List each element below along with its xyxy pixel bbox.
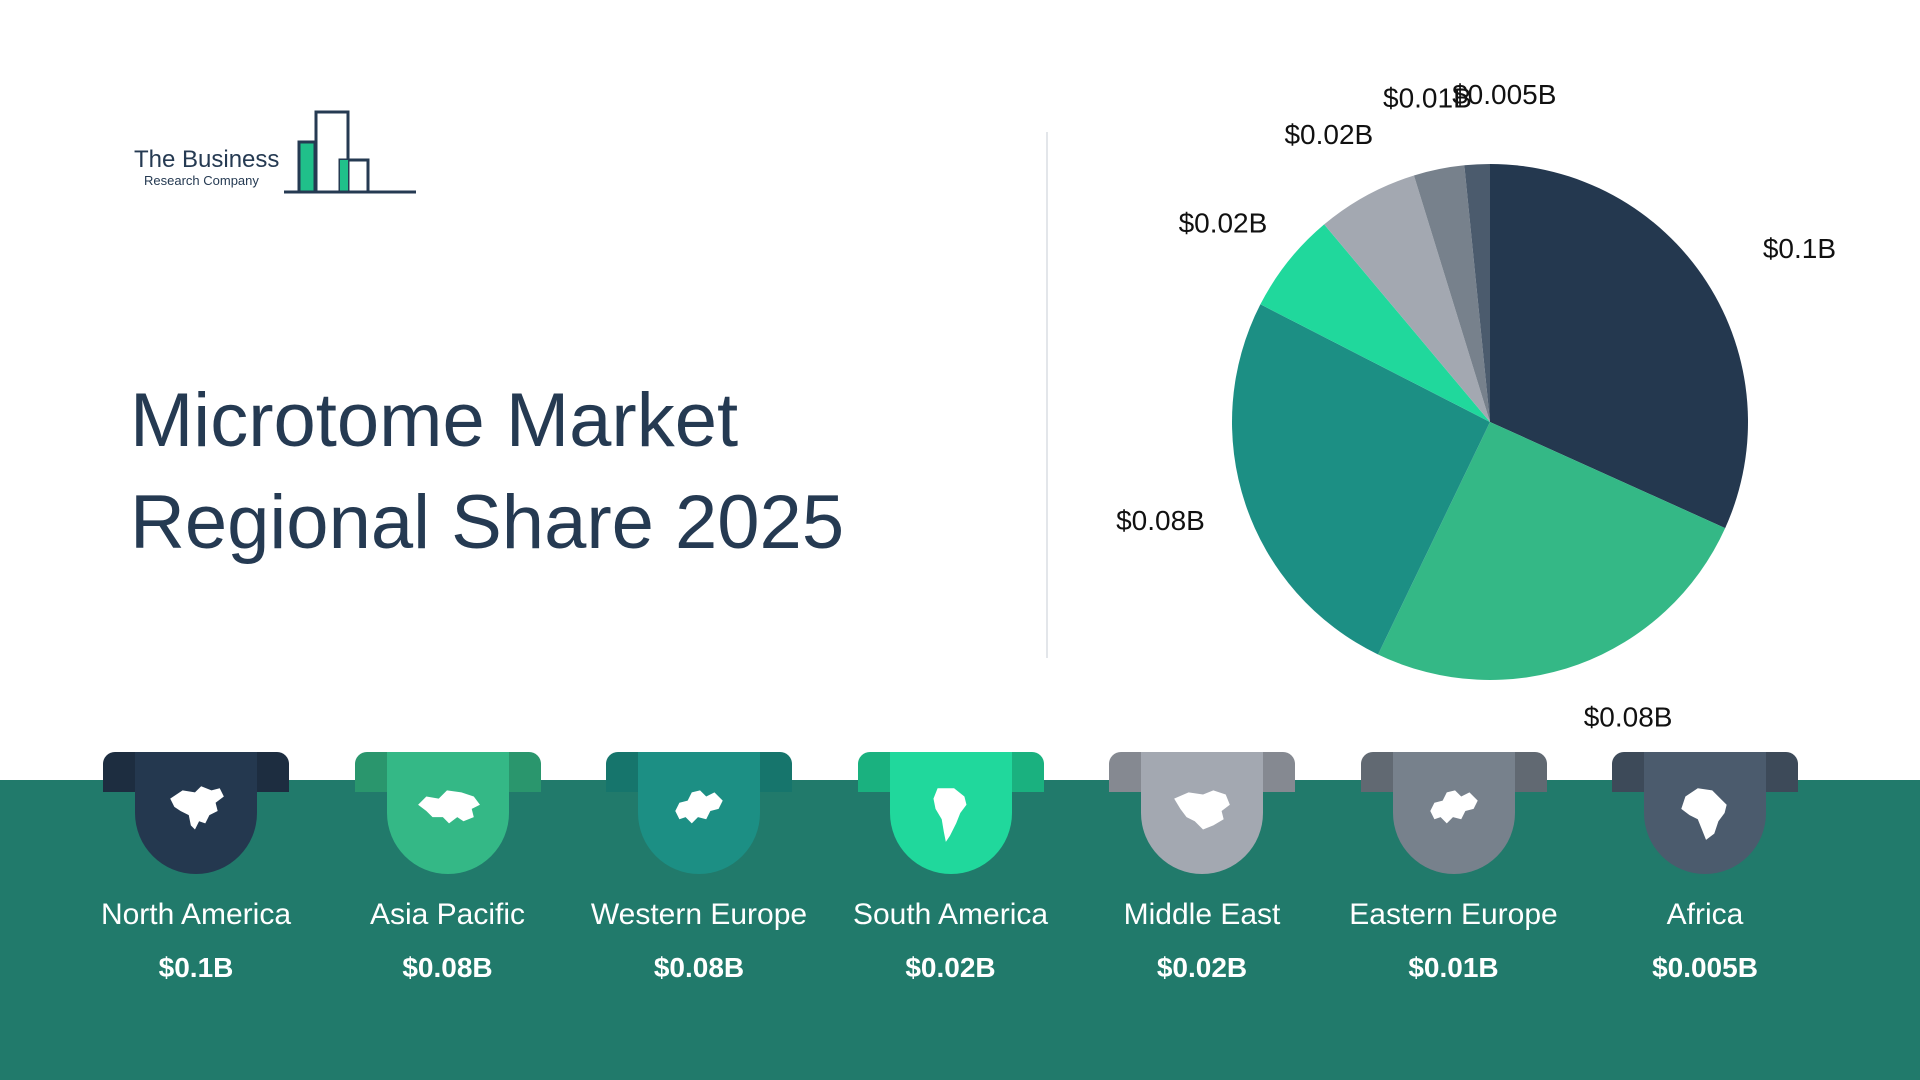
- region-badge: [1644, 752, 1766, 874]
- africa-map-icon: [1681, 788, 1727, 840]
- pie-slice-asia-pacific: [1378, 422, 1726, 680]
- title-line-1: Microtome Market: [130, 378, 739, 463]
- region-name: Eastern Europe: [1349, 898, 1558, 931]
- logo-name: The Business: [134, 146, 280, 173]
- pie-label-africa: $0.005B: [1452, 80, 1556, 110]
- pie-slice-middle-east: [1324, 175, 1490, 422]
- pie-label-western-europe: $0.08B: [1116, 505, 1205, 536]
- region-name: Western Europe: [590, 898, 808, 931]
- pie-slice-africa: [1464, 164, 1490, 422]
- region-value: $0.08B: [402, 952, 493, 983]
- pie-label-middle-east: $0.02B: [1284, 119, 1373, 150]
- pie-label-asia-pacific: $0.08B: [1584, 701, 1673, 732]
- pie-slice-north-america: [1490, 164, 1748, 529]
- asia-map-icon: [417, 790, 480, 824]
- pie-slice-south-america: [1260, 224, 1490, 422]
- region-badge: [1392, 752, 1515, 874]
- logo-subname: Research Company: [144, 173, 259, 188]
- region-badge: [1141, 752, 1263, 874]
- region-name: Middle East: [1123, 898, 1281, 931]
- region-name: South America: [852, 898, 1049, 931]
- south-america-map-icon: [932, 788, 966, 842]
- region-value: $0.01B: [1408, 952, 1499, 983]
- middle-east-map-icon: [1174, 790, 1230, 830]
- company-logo: The Business Research Company: [134, 108, 424, 198]
- region-badge: [135, 752, 257, 874]
- region-name: Asia Pacific: [369, 898, 526, 931]
- region-name: North America: [100, 898, 292, 931]
- region-value: $0.02B: [905, 952, 996, 983]
- pie-label-eastern-europe: $0.01B: [1383, 83, 1472, 114]
- region-name: Africa: [1666, 898, 1744, 931]
- page-title: Microtome Market Regional Share 2025: [130, 370, 1030, 574]
- pie-slice-eastern-europe: [1413, 165, 1490, 423]
- divider: [1046, 132, 1048, 658]
- region-value: $0.08B: [653, 952, 745, 983]
- region-value: $0.02B: [1156, 952, 1248, 983]
- region-badge: [386, 752, 509, 874]
- europe-map-icon: [1429, 790, 1478, 824]
- region-value: $0.005B: [1652, 952, 1758, 983]
- pie-label-south-america: $0.02B: [1179, 207, 1268, 238]
- title-line-2: Regional Share 2025: [130, 480, 845, 565]
- europe-map-icon: [675, 790, 723, 824]
- region-badge: [638, 752, 760, 874]
- north-america-map-icon: [170, 786, 224, 830]
- region-value: $0.1B: [158, 952, 234, 983]
- region-badge: [889, 752, 1012, 874]
- pie-slice-western-europe: [1232, 304, 1490, 655]
- regional-share-pie-chart: $0.1B $0.08B $0.08B $0.02B $0.02B $0.01B$0.00…: [1116, 80, 1836, 732]
- logo-buildings-icon: [284, 110, 416, 194]
- pie-label-north-america: $0.1B: [1763, 233, 1836, 264]
